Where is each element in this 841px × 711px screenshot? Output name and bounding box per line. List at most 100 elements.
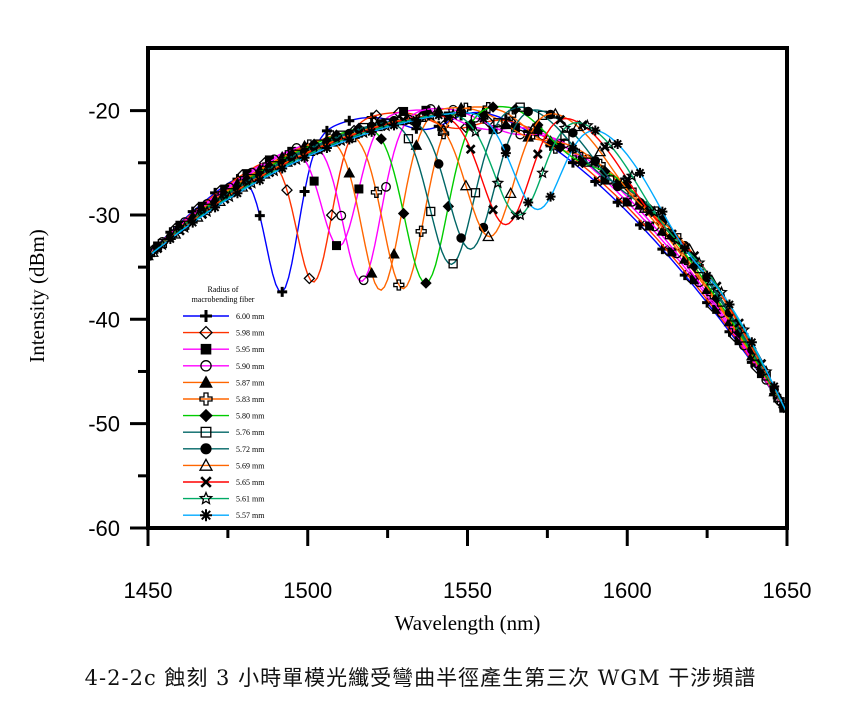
legend-entry: 5.72 mm <box>183 443 265 455</box>
data-point <box>210 202 221 213</box>
data-point <box>504 187 517 199</box>
legend-label: 5.90 mm <box>236 362 265 371</box>
data-point <box>590 156 601 166</box>
data-point <box>635 167 646 178</box>
legend-label: 5.57 mm <box>236 511 265 520</box>
data-point <box>605 175 615 185</box>
data-point <box>536 166 549 179</box>
data-point <box>567 143 578 154</box>
x-tick-label: 1550 <box>443 578 492 603</box>
legend-marker <box>199 325 213 340</box>
data-point <box>336 210 347 221</box>
data-point <box>580 118 594 131</box>
data-point <box>299 152 310 163</box>
legend-entry: 5.95 mm <box>183 343 265 355</box>
legend-entry: 5.98 mm <box>183 325 265 340</box>
data-point <box>277 286 288 297</box>
ticks-layer: 1450 1500 1550 1600 1650 -60 -50 -40 -30 -20 <box>88 99 811 603</box>
data-point <box>702 270 713 281</box>
data-point <box>254 175 265 186</box>
y-tick-label: -30 <box>88 203 120 228</box>
legend-label: 5.80 mm <box>236 412 265 421</box>
series-5-57mm <box>148 107 787 415</box>
legend-entry: 5.87 mm <box>183 375 265 388</box>
data-point <box>558 121 572 134</box>
wgm-interference-chart: 1450 1500 1550 1600 1650 -60 -50 -40 -30 -20 Wave… <box>25 46 811 635</box>
legend-entry: 5.76 mm <box>183 426 265 438</box>
data-point <box>772 391 786 403</box>
data-point <box>187 217 198 228</box>
legend-label: 5.65 mm <box>236 478 265 487</box>
data-point <box>437 123 450 135</box>
data-point <box>254 210 265 221</box>
data-point <box>532 149 543 159</box>
data-point <box>358 275 369 286</box>
legend-label: 5.87 mm <box>236 378 265 387</box>
data-point <box>370 186 383 198</box>
x-tick-label: 1450 <box>124 578 173 603</box>
legend-marker <box>200 476 212 488</box>
legend-label: 5.72 mm <box>236 445 265 454</box>
data-point <box>325 209 338 222</box>
data-point <box>426 206 436 217</box>
figure-caption: 4-2-2c 蝕刻 3 小時單模光纖受彎曲半徑產生第三次 WGM 干涉頻譜 <box>84 666 757 690</box>
legend-entry: 5.69 mm <box>183 458 265 471</box>
legend-label: 5.83 mm <box>236 395 265 404</box>
data-point <box>465 144 476 155</box>
legend-marker <box>199 392 213 406</box>
data-point <box>715 285 728 298</box>
legend-marker <box>198 458 214 471</box>
legend-title-line2: macrobending fiber <box>192 295 255 304</box>
data-point <box>488 204 498 215</box>
data-point <box>442 200 455 213</box>
legend-label: 5.69 mm <box>236 461 265 470</box>
x-tick-label: 1600 <box>603 578 652 603</box>
x-tick-label: 1500 <box>283 578 332 603</box>
data-point <box>433 110 444 121</box>
data-point <box>705 274 719 286</box>
data-point <box>470 112 481 123</box>
y-tick-label: -60 <box>88 516 120 541</box>
legend-entry: 5.90 mm <box>183 360 265 372</box>
data-point <box>281 184 293 196</box>
data-point <box>769 381 780 392</box>
legend-label: 5.61 mm <box>236 495 265 504</box>
data-point <box>411 114 422 125</box>
series-line <box>148 106 787 415</box>
data-point <box>344 134 355 145</box>
data-point <box>567 157 578 168</box>
legend-marker <box>199 408 213 423</box>
data-point <box>493 118 503 128</box>
data-point <box>759 365 773 378</box>
data-point <box>549 107 562 119</box>
y-tick-label: -20 <box>88 99 120 124</box>
legend-marker <box>200 443 212 455</box>
data-point <box>469 125 482 138</box>
data-point <box>332 241 342 251</box>
data-point <box>482 230 495 242</box>
series-layer <box>148 101 787 415</box>
data-point <box>448 259 458 269</box>
data-point <box>420 277 432 289</box>
legend-marker <box>200 509 212 522</box>
x-axis-title: Wavelength (nm) <box>395 611 541 635</box>
plot-frame <box>146 46 789 530</box>
data-point <box>670 233 684 246</box>
legend-marker <box>198 490 214 505</box>
data-point <box>470 188 481 198</box>
legend-label: 6.00 mm <box>236 312 265 321</box>
legend-label: 5.98 mm <box>236 329 265 338</box>
legend-marker <box>199 375 213 388</box>
data-point <box>232 188 243 199</box>
data-point <box>554 141 566 154</box>
data-point <box>555 114 566 125</box>
data-point <box>523 106 533 117</box>
data-point <box>397 207 410 220</box>
data-point <box>309 176 319 186</box>
data-point <box>560 131 570 141</box>
legend-entry: 5.80 mm <box>183 408 265 423</box>
series-line <box>148 114 787 415</box>
data-point <box>381 181 391 192</box>
legend-marker <box>200 426 212 438</box>
data-point <box>321 143 332 154</box>
